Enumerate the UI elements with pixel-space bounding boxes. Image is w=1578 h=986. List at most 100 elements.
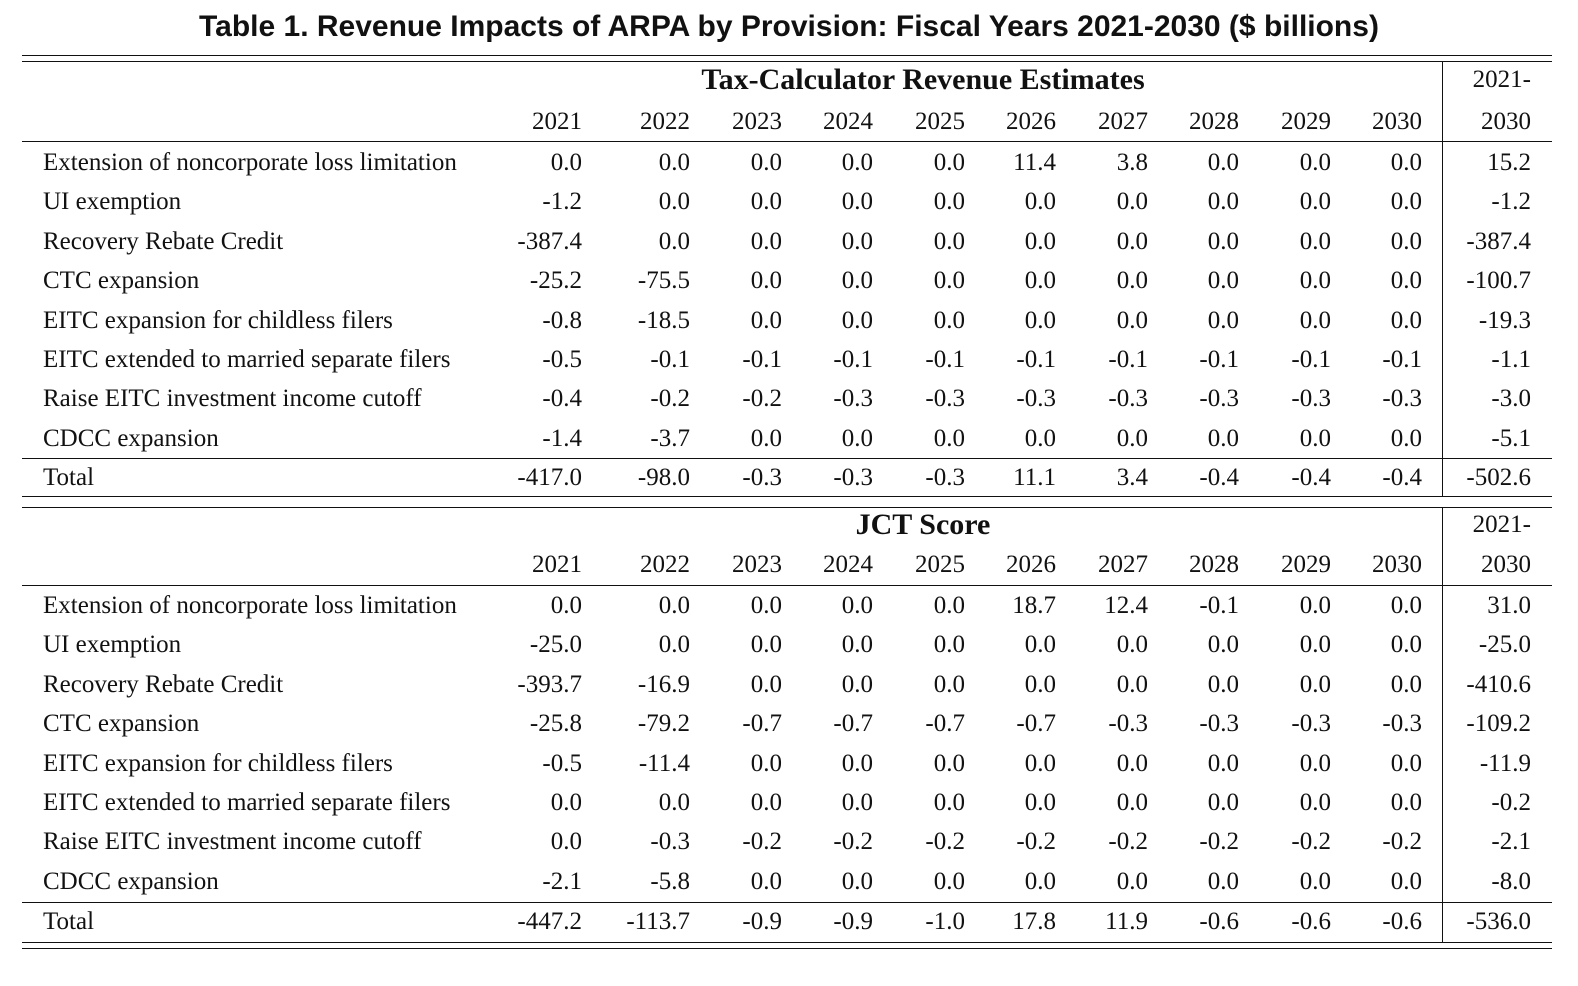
value-cell: -0.1 (925, 346, 965, 373)
total-row-value: -447.2 (517, 908, 582, 935)
value-cell: 0.0 (841, 749, 873, 777)
value-cell: -0.3 (650, 828, 690, 856)
value-cell: 0.0 (841, 789, 873, 816)
value-cell: 0.0 (1390, 749, 1422, 777)
value-cell: -25.0 (529, 631, 582, 659)
value-cell: -0.1 (1016, 346, 1056, 373)
year-header: 2026 (1006, 108, 1056, 135)
value-cell: -0.2 (1016, 828, 1056, 856)
total-row-value: -0.6 (1199, 908, 1239, 935)
value-cell: 0.0 (750, 592, 782, 619)
value-cell: -16.9 (637, 670, 690, 698)
total-row-value: -0.4 (1199, 464, 1239, 491)
value-cell: 0.0 (750, 867, 782, 895)
value-cell: -0.1 (650, 346, 690, 373)
total-cell: -387.4 (1466, 227, 1531, 255)
value-cell: 0.0 (841, 670, 873, 698)
year-header: 2030 (1372, 108, 1422, 135)
value-cell: -0.3 (1382, 710, 1422, 738)
value-cell: -0.7 (1016, 710, 1056, 738)
value-cell: 0.0 (1024, 227, 1056, 255)
total-cell: -5.1 (1491, 424, 1531, 452)
value-cell: -0.5 (542, 346, 582, 373)
total-row-value: -0.3 (742, 464, 782, 491)
year-header: 2022 (640, 551, 690, 578)
value-cell: 0.0 (1116, 188, 1148, 216)
total-row-label: Total (43, 464, 95, 491)
value-cell: -0.2 (925, 828, 965, 856)
value-cell: 0.0 (658, 592, 690, 619)
value-cell: 0.0 (1116, 424, 1148, 452)
value-cell: 0.0 (1024, 789, 1056, 816)
value-cell: 0.0 (1299, 592, 1331, 619)
value-cell: -0.2 (833, 828, 873, 856)
value-cell: 0.0 (1024, 867, 1056, 895)
value-cell: 0.0 (658, 227, 690, 255)
value-cell: 0.0 (1299, 867, 1331, 895)
row-label: EITC expansion for childless filers (43, 306, 393, 334)
section-title: Tax-Calculator Revenue Estimates (701, 63, 1145, 96)
grand-total-cell: -502.6 (1466, 464, 1531, 491)
value-cell: -0.3 (833, 385, 873, 413)
value-cell: 0.0 (750, 424, 782, 452)
value-cell: -0.2 (1199, 828, 1239, 856)
row-label: EITC expansion for childless filers (43, 749, 393, 777)
value-cell: 0.0 (750, 789, 782, 816)
section-top-rule (22, 61, 1552, 62)
section-title: JCT Score (855, 508, 991, 541)
value-cell: 0.0 (1299, 267, 1331, 295)
value-cell: 0.0 (1207, 227, 1239, 255)
total-row-value: -0.3 (925, 464, 965, 491)
value-cell: 0.0 (1207, 789, 1239, 816)
value-cell: 0.0 (841, 267, 873, 295)
value-cell: 0.0 (550, 592, 582, 619)
value-cell: -0.1 (742, 346, 782, 373)
total-row-value: -0.4 (1382, 464, 1422, 491)
value-cell: 0.0 (933, 592, 965, 619)
row-label: CDCC expansion (43, 424, 219, 452)
value-cell: 0.0 (933, 149, 965, 176)
value-cell: 0.0 (658, 631, 690, 659)
year-header: 2022 (640, 108, 690, 135)
row-label: Raise EITC investment income cutoff (43, 828, 422, 856)
value-cell: 0.0 (1299, 749, 1331, 777)
value-cell: 0.0 (1390, 789, 1422, 816)
value-cell: 0.0 (1207, 631, 1239, 659)
total-cell: -8.0 (1491, 867, 1531, 895)
value-cell: -0.2 (742, 828, 782, 856)
value-cell: 18.7 (1012, 592, 1056, 619)
value-cell: -0.7 (742, 710, 782, 738)
total-header-top: 2021- (1472, 66, 1531, 93)
value-cell: 0.0 (933, 306, 965, 334)
value-cell: -25.8 (529, 710, 582, 738)
value-cell: 0.0 (658, 149, 690, 176)
total-header-top: 2021- (1472, 511, 1531, 538)
value-cell: 0.0 (841, 306, 873, 334)
value-cell: -0.1 (1199, 346, 1239, 373)
value-cell: 0.0 (750, 227, 782, 255)
value-cell: 0.0 (1116, 631, 1148, 659)
total-row-value: -0.9 (742, 908, 782, 935)
value-cell: 0.0 (1207, 670, 1239, 698)
value-cell: 0.0 (841, 631, 873, 659)
year-header: 2021 (532, 108, 582, 135)
row-label: CDCC expansion (43, 867, 219, 895)
value-cell: 0.0 (933, 631, 965, 659)
value-cell: 0.0 (1299, 306, 1331, 334)
value-cell: 0.0 (1024, 670, 1056, 698)
value-cell: 0.0 (1390, 267, 1422, 295)
value-cell: -0.3 (1199, 385, 1239, 413)
value-cell: 0.0 (1207, 424, 1239, 452)
value-cell: 0.0 (1116, 749, 1148, 777)
total-column-divider (1442, 61, 1443, 496)
total-row-value: -1.0 (925, 908, 965, 935)
value-cell: 0.0 (1116, 306, 1148, 334)
value-cell: 0.0 (1024, 631, 1056, 659)
section-bottom-rule (22, 942, 1552, 943)
value-cell: 0.0 (1299, 631, 1331, 659)
value-cell: 0.0 (1390, 306, 1422, 334)
value-cell: 0.0 (933, 227, 965, 255)
value-cell: 3.8 (1116, 149, 1148, 176)
value-cell: -0.2 (650, 385, 690, 413)
header-rule (22, 141, 1552, 142)
